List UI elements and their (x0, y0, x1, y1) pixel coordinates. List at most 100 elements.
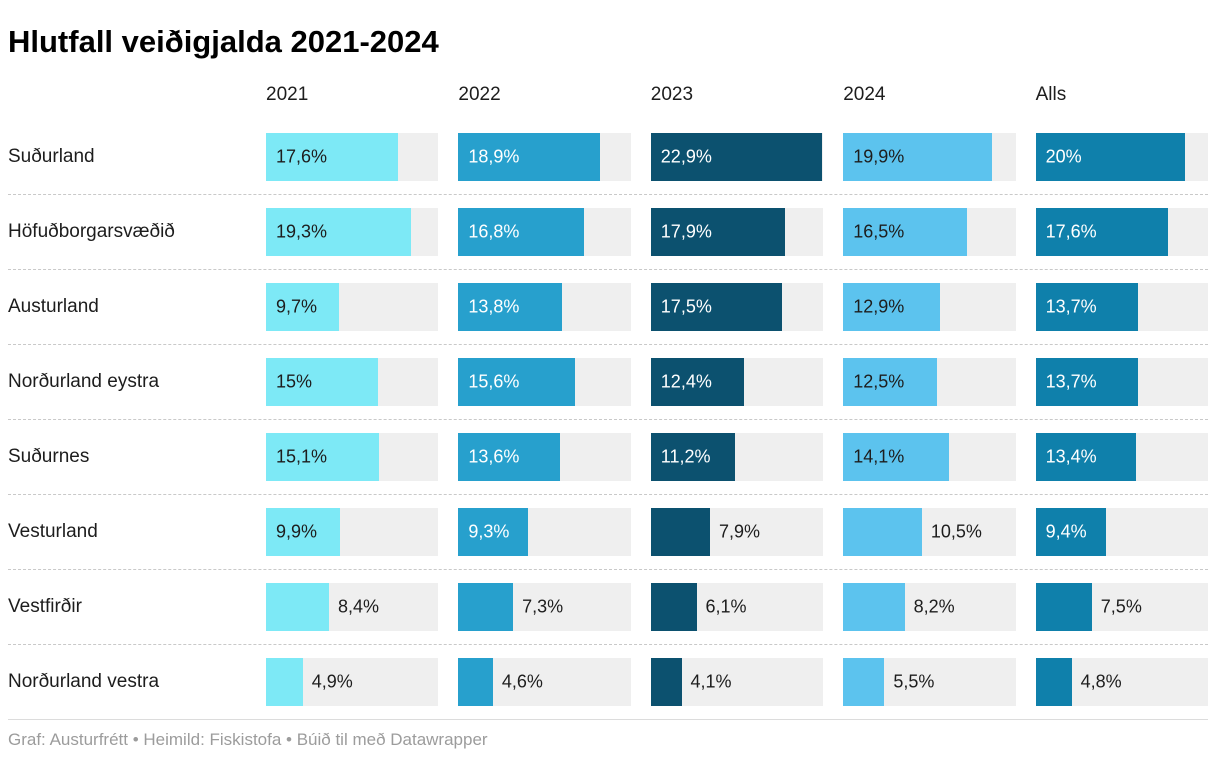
bar-value-label: 17,5% (660, 296, 712, 317)
bar-cell-2021: 9,7% (266, 282, 439, 331)
bar (650, 507, 710, 556)
bar-cell-2022: 9,3% (458, 507, 631, 556)
bar (843, 357, 937, 406)
bar-cell-2023: 7,9% (650, 507, 824, 556)
column-header-2022: 2022 (458, 83, 501, 105)
bar-cell-2022: 13,6% (458, 432, 631, 481)
region-label: Norðurland vestra (8, 670, 160, 692)
bar (843, 207, 967, 256)
bar-cell-2022: 16,8% (458, 207, 631, 256)
bar (843, 657, 885, 706)
bar-cell-2021: 19,3% (266, 207, 439, 256)
bar-value-label: 4,1% (690, 671, 732, 692)
bar (458, 282, 562, 331)
bar-value-label: 16,8% (468, 221, 520, 242)
bar-value-label: 9,7% (276, 296, 318, 317)
bar-value-label: 12,9% (853, 296, 905, 317)
bar-value-label: 7,5% (1100, 596, 1142, 617)
bar (1035, 132, 1186, 181)
bar-cell-alls: 7,5% (1035, 582, 1208, 631)
bar-value-label: 17,9% (660, 221, 712, 242)
bar-value-label: 4,8% (1080, 671, 1122, 692)
region-label: Norðurland eystra (8, 370, 160, 392)
chart-row: Vestfirðir 8,4% 7,3% 6,1% 8,2% 7,5% (8, 570, 1208, 645)
bar (1035, 207, 1168, 256)
chart-rows: Suðurland 17,6% 18,9% 22,9% 19,9% 20% Höfuðbor… (8, 120, 1208, 719)
bar-cell-alls: 17,6% (1035, 207, 1208, 256)
bar-value-label: 10,5% (930, 521, 982, 542)
bar-value-label: 16,5% (853, 221, 905, 242)
bar-cell-2024: 12,5% (843, 357, 1016, 406)
bar-value-label: 9,9% (276, 521, 318, 542)
region-label: Höfuðborgarsvæðið (8, 220, 175, 242)
chart-row: Höfuðborgarsvæðið 19,3% 16,8% 17,9% 16,5% 17,… (8, 195, 1208, 270)
bar-cell-2022: 18,9% (458, 132, 631, 181)
bar-cell-2024: 14,1% (843, 432, 1016, 481)
bar-value-label: 5,5% (893, 671, 935, 692)
bar-value-label: 13,7% (1045, 296, 1097, 317)
bar-cell-2021: 8,4% (266, 582, 439, 631)
bar (650, 357, 744, 406)
bar-value-label: 4,9% (311, 671, 353, 692)
bar (458, 507, 529, 556)
bar (458, 207, 585, 256)
chart-title: Hlutfall veiðigjalda 2021-2024 (8, 24, 439, 59)
bar-cell-2024: 16,5% (843, 207, 1016, 256)
bar-value-label: 12,4% (660, 371, 712, 392)
region-label: Austurland (8, 295, 99, 317)
bar-cell-alls: 4,8% (1035, 657, 1208, 706)
chart-row: Suðurland 17,6% 18,9% 22,9% 19,9% 20% (8, 120, 1208, 195)
region-label: Suðurnes (8, 445, 90, 467)
bar-value-label: 9,4% (1045, 521, 1087, 542)
bar-value-label: 19,9% (853, 146, 905, 167)
bar-value-label: 6,1% (705, 596, 747, 617)
bar (843, 132, 993, 181)
bar-cell-2023: 12,4% (650, 357, 824, 406)
bar-cell-2021: 15,1% (266, 432, 439, 481)
column-header-alls: Alls (1035, 83, 1067, 105)
chart-row: Austurland 9,7% 13,8% 17,5% 12,9% 13,7% (8, 270, 1208, 345)
bar (266, 282, 339, 331)
bar (266, 207, 411, 256)
region-label: Suðurland (8, 145, 95, 167)
bar-value-label: 22,9% (660, 146, 712, 167)
bar-value-label: 14,1% (853, 446, 905, 467)
bar (650, 657, 682, 706)
bar (843, 582, 905, 631)
bar-value-label: 9,3% (468, 521, 510, 542)
bar (650, 582, 697, 631)
bar-value-label: 13,4% (1045, 446, 1097, 467)
bar (1035, 282, 1139, 331)
bar (1035, 582, 1092, 631)
bar (1035, 432, 1137, 481)
bar (650, 282, 782, 331)
bar-value-label: 15% (276, 371, 313, 392)
bar (1035, 357, 1139, 406)
bar-value-label: 13,6% (468, 446, 520, 467)
bar-cell-2023: 22,9% (650, 132, 824, 181)
bar-cell-2024: 10,5% (843, 507, 1016, 556)
bar-cell-2021: 9,9% (266, 507, 439, 556)
bar-cell-2021: 17,6% (266, 132, 439, 181)
bar (458, 432, 561, 481)
bar-value-label: 18,9% (468, 146, 520, 167)
bar-cell-alls: 13,7% (1035, 357, 1208, 406)
bar-value-label: 4,6% (501, 671, 543, 692)
bar-value-label: 8,4% (337, 596, 379, 617)
bar (266, 582, 329, 631)
bar-value-label: 17,6% (276, 146, 328, 167)
bar (266, 657, 303, 706)
bar-cell-2021: 4,9% (266, 657, 439, 706)
bar (650, 207, 785, 256)
bar-value-label: 17,6% (1045, 221, 1097, 242)
bar (650, 432, 735, 481)
bar-cell-2023: 11,2% (650, 432, 824, 481)
bar (843, 432, 949, 481)
bar (458, 582, 514, 631)
column-header-2024: 2024 (843, 83, 886, 105)
chart-row: Norðurland vestra 4,9% 4,6% 4,1% 5,5% 4,8% (8, 645, 1208, 719)
bar-value-label: 19,3% (276, 221, 328, 242)
region-label: Vestfirðir (8, 595, 82, 617)
bar-cell-2022: 7,3% (458, 582, 631, 631)
